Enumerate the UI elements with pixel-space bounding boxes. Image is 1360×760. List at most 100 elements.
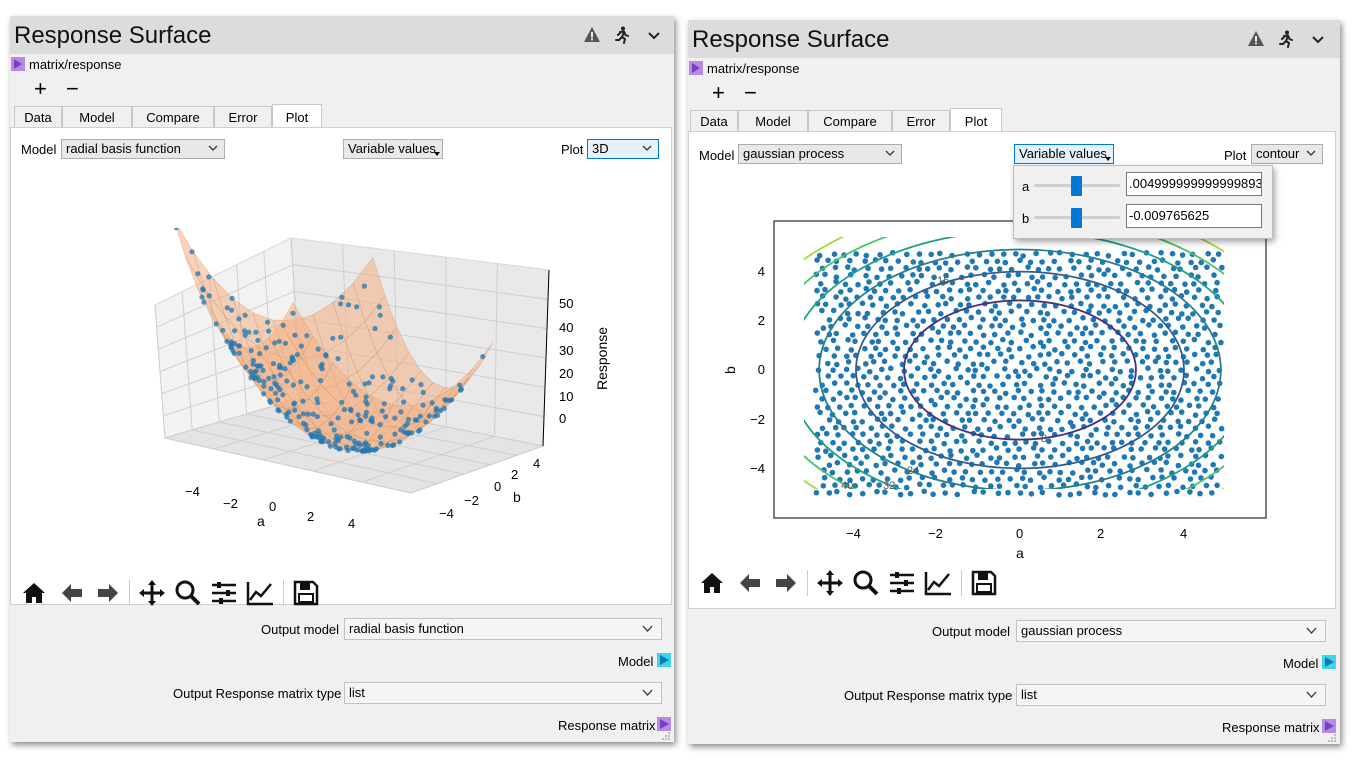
save-icon[interactable] [969,568,999,598]
tab-model[interactable]: Model [62,106,132,128]
sample-point [1015,463,1022,469]
data-point [224,305,230,311]
tab-compare[interactable]: Compare [808,110,892,132]
sample-point [910,459,916,466]
axes-edit-icon[interactable] [245,578,275,608]
sample-point [1021,395,1027,402]
plot-type-select[interactable]: 3D [587,139,659,159]
sample-point [935,302,941,308]
add-button[interactable]: + [712,80,725,105]
resize-grip-icon[interactable] [1328,734,1337,743]
b-tick-label: −4 [439,506,454,521]
tab-compare[interactable]: Compare [132,106,214,128]
tab-plot[interactable]: Plot [950,108,1002,132]
subplots-config-icon[interactable] [887,568,917,598]
sample-point [909,416,916,423]
sample-point [814,287,820,294]
sample-point [988,455,994,461]
sample-point [1148,491,1154,498]
remove-button[interactable]: − [66,76,79,101]
sample-point [1021,380,1028,387]
pan-icon[interactable] [815,568,845,598]
save-icon[interactable] [291,578,321,608]
tab-error[interactable]: Error [214,106,272,128]
resize-grip-icon[interactable] [662,732,671,741]
sample-point [1076,490,1083,497]
back-arrow-icon[interactable] [735,568,765,598]
output-matrix-type-select[interactable]: list [344,682,662,704]
subplots-config-icon[interactable] [209,578,239,608]
home-icon[interactable] [697,568,727,598]
variable-values-button[interactable]: Variable values [343,139,443,159]
contour-plot[interactable]: 8 16 24 32 40 −4 −2 0 2 4 a 4 2 0 −2 −4 … [719,212,1279,562]
sample-point [1197,432,1204,439]
x-tick-label: −2 [928,526,943,541]
model-output-port-icon[interactable] [1322,655,1336,669]
variable-b-slider[interactable] [1034,206,1120,230]
back-arrow-icon[interactable] [57,578,87,608]
model-select[interactable]: radial basis function [61,139,225,159]
forward-arrow-icon[interactable] [93,578,123,608]
surface-facet [175,228,206,290]
warning-icon[interactable] [583,26,601,44]
running-man-icon[interactable] [1277,30,1295,48]
sample-point [1204,264,1210,270]
add-button[interactable]: + [34,76,47,101]
axes-edit-icon[interactable] [923,568,953,598]
home-icon[interactable] [19,578,49,608]
sample-point [1051,447,1058,453]
x-tick-label: 4 [1180,526,1187,541]
sample-point [914,323,921,329]
slider-handle[interactable] [1071,176,1082,196]
variable-a-input[interactable]: .004999999999999893 [1126,172,1262,196]
pan-icon[interactable] [137,578,167,608]
variable-values-button[interactable]: Variable values [1014,144,1114,164]
zoom-icon[interactable] [173,578,203,608]
zoom-icon[interactable] [851,568,881,598]
output-matrix-type-select[interactable]: list [1016,684,1326,706]
sample-point [1064,360,1071,366]
a-axis-label: a [257,513,265,528]
sample-point [1117,281,1124,287]
variable-a-slider[interactable] [1034,174,1120,198]
data-point [173,228,179,231]
sample-point [1191,469,1198,475]
output-model-select[interactable]: radial basis function [344,618,662,640]
surface-3d-plot[interactable]: 50 40 30 20 10 0 Response −4 −2 0 2 4 a … [141,228,621,528]
response-matrix-output-port-icon[interactable] [1322,719,1336,733]
chevron-down-icon[interactable] [645,26,663,44]
tab-model[interactable]: Model [738,110,808,132]
sample-point [908,373,915,379]
sample-point [862,345,868,352]
data-point [277,372,283,378]
sample-point [1065,403,1072,410]
sample-point [1091,404,1097,410]
sample-point [1045,266,1052,272]
sample-point [1114,258,1121,264]
tab-error[interactable]: Error [892,110,950,132]
plot-type-select[interactable]: contour [1251,144,1323,164]
running-man-icon[interactable] [613,26,631,44]
warning-icon[interactable] [1247,30,1265,48]
model-output-port-icon[interactable] [657,653,671,667]
sample-point [907,490,914,497]
sample-point [1015,373,1022,379]
model-select[interactable]: gaussian process [738,144,902,164]
variable-b-input[interactable]: -0.009765625 [1126,204,1262,228]
output-matrix-type-label: Output Response matrix type [173,686,342,701]
sample-point [986,426,993,433]
sample-point [1036,410,1042,416]
chevron-down-icon[interactable] [1309,30,1327,48]
tab-data[interactable]: Data [690,110,738,132]
forward-arrow-icon[interactable] [771,568,801,598]
tab-data[interactable]: Data [14,106,62,128]
output-model-select[interactable]: gaussian process [1016,620,1326,642]
response-matrix-output-port-icon[interactable] [657,717,671,731]
sample-point [1060,482,1067,488]
sample-point [1022,368,1028,375]
tab-plot[interactable]: Plot [272,104,322,128]
sample-point [999,410,1005,417]
remove-button[interactable]: − [744,80,757,105]
slider-handle[interactable] [1071,208,1082,228]
sample-point [855,310,861,317]
